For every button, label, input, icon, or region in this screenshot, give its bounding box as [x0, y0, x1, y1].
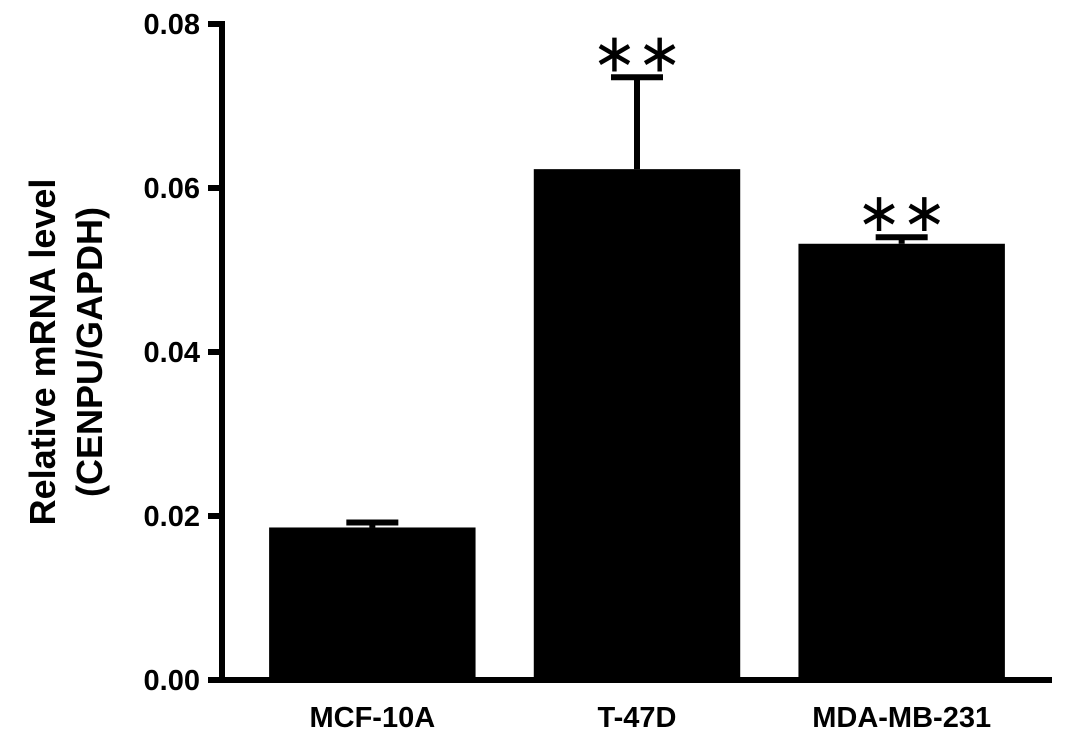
x-tick-label: T-47D [598, 702, 677, 734]
y-tick-label: 0.00 [144, 665, 200, 697]
y-tick-label: 0.06 [144, 173, 200, 205]
x-tick-label: MDA-MB-231 [812, 702, 991, 734]
significance-marker: ∗∗ [856, 181, 947, 244]
x-tick-label: MCF-10A [309, 702, 435, 734]
bar-mda-mb-231 [798, 243, 1005, 680]
bars: ∗∗ ∗∗ [269, 21, 1005, 680]
x-axis-categories: MCF-10A T-47D MDA-MB-231 [309, 702, 991, 734]
y-tick-label: 0.08 [144, 9, 200, 41]
y-tick-label: 0.04 [144, 337, 200, 369]
y-axis-title-line-1: Relative mRNA level [22, 179, 63, 526]
y-axis-ticks: 0.00 0.02 0.04 0.06 0.08 [144, 9, 222, 697]
y-axis-title-line-2: (CENPU/GAPDH) [69, 207, 110, 497]
axes [219, 21, 1052, 683]
bar-t-47d [533, 169, 741, 680]
significance-marker: ∗∗ [592, 21, 683, 84]
bar-mcf-10a [269, 527, 476, 680]
y-tick-label: 0.02 [144, 501, 200, 533]
y-axis-title: Relative mRNA level (CENPU/GAPDH) [22, 179, 110, 526]
